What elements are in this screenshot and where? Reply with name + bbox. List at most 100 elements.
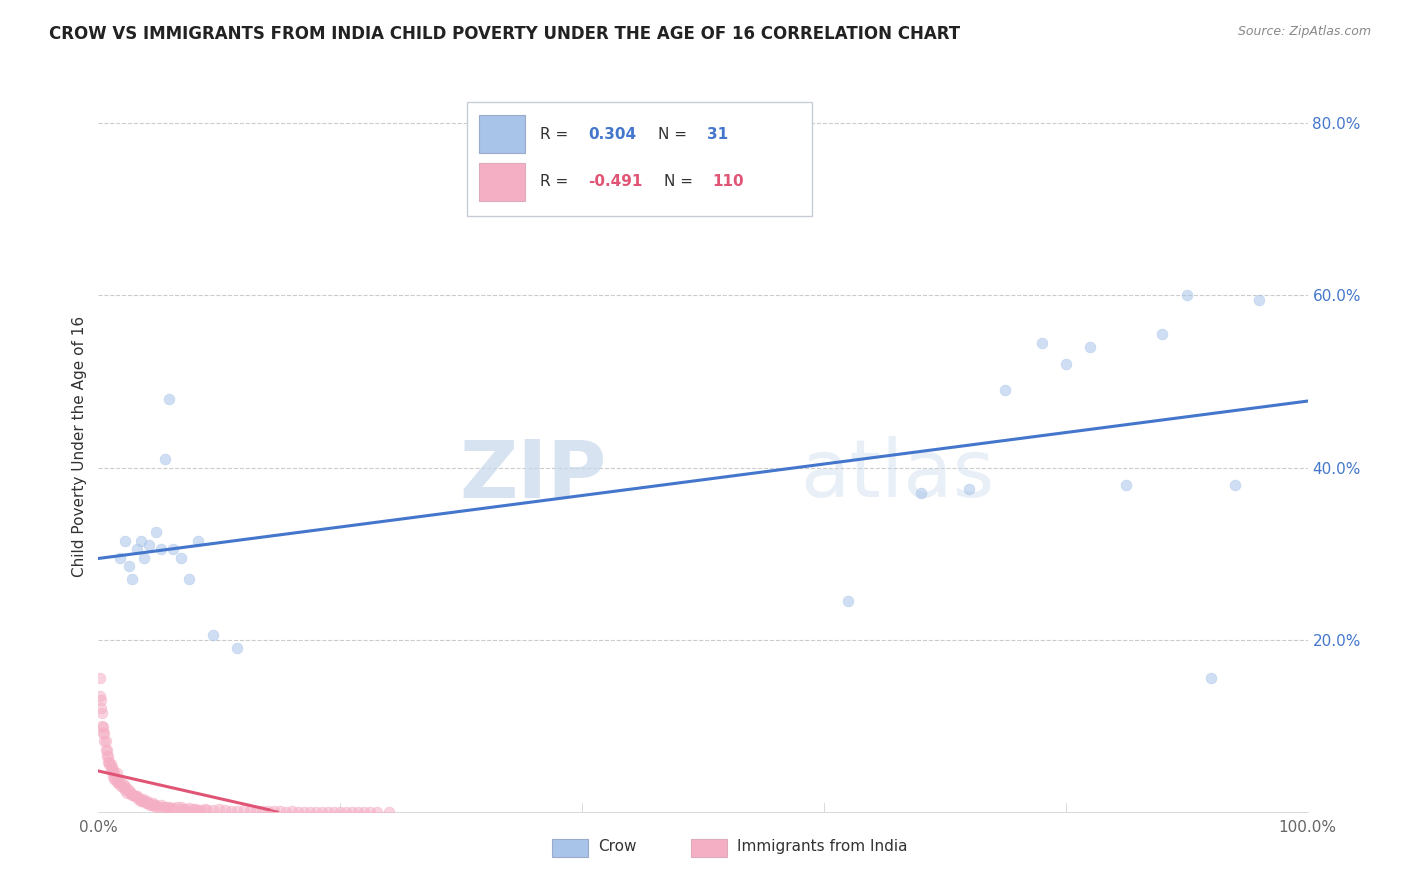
Point bbox=[134, 550, 156, 565]
Point bbox=[377, 805, 399, 819]
Point bbox=[100, 760, 122, 774]
Text: 110: 110 bbox=[713, 175, 744, 189]
Point bbox=[194, 802, 217, 816]
Point bbox=[97, 755, 120, 769]
Point bbox=[136, 796, 159, 810]
Point bbox=[96, 748, 118, 763]
FancyBboxPatch shape bbox=[479, 115, 526, 153]
Text: N =: N = bbox=[658, 127, 692, 142]
Point bbox=[335, 805, 357, 819]
Text: N =: N = bbox=[664, 175, 699, 189]
Point bbox=[152, 799, 174, 814]
Point bbox=[1031, 335, 1053, 350]
Point bbox=[105, 766, 128, 780]
Point bbox=[132, 792, 155, 806]
Point bbox=[1223, 477, 1246, 491]
Point bbox=[134, 794, 156, 808]
Point bbox=[202, 628, 225, 642]
Point bbox=[208, 802, 231, 816]
Point bbox=[91, 706, 114, 720]
Point bbox=[311, 805, 333, 819]
Point bbox=[112, 780, 135, 795]
Point bbox=[90, 693, 112, 707]
Point bbox=[250, 804, 273, 818]
Point bbox=[127, 792, 149, 806]
Point bbox=[162, 801, 184, 815]
Point bbox=[184, 802, 207, 816]
Point bbox=[91, 720, 114, 734]
Point bbox=[190, 803, 212, 817]
Point bbox=[316, 805, 339, 819]
Point bbox=[195, 803, 218, 817]
Text: 31: 31 bbox=[707, 127, 728, 142]
Point bbox=[187, 803, 209, 817]
Point bbox=[1249, 293, 1271, 307]
Point bbox=[187, 533, 209, 548]
Point bbox=[145, 524, 167, 539]
Point bbox=[89, 671, 111, 685]
FancyBboxPatch shape bbox=[690, 838, 727, 857]
Point bbox=[281, 804, 304, 818]
Point bbox=[1115, 477, 1137, 491]
Point bbox=[245, 804, 267, 818]
Point bbox=[181, 802, 204, 816]
Point bbox=[323, 805, 346, 819]
Point bbox=[105, 774, 128, 789]
Point bbox=[111, 777, 134, 791]
Point bbox=[104, 772, 127, 786]
Point bbox=[101, 764, 124, 778]
Point bbox=[103, 766, 125, 780]
Point bbox=[150, 797, 173, 812]
Point bbox=[139, 797, 162, 812]
Point bbox=[122, 788, 145, 802]
Point bbox=[127, 789, 149, 804]
Point bbox=[155, 800, 177, 814]
Point bbox=[94, 734, 117, 748]
Point bbox=[100, 757, 122, 772]
Point bbox=[89, 689, 111, 703]
Point bbox=[125, 789, 148, 804]
Point bbox=[141, 797, 163, 812]
Point bbox=[118, 559, 141, 574]
Point bbox=[91, 725, 114, 739]
Point bbox=[157, 392, 180, 406]
Point bbox=[117, 786, 139, 800]
Point bbox=[90, 701, 112, 715]
Point bbox=[169, 550, 191, 565]
Point bbox=[342, 805, 364, 819]
Point bbox=[108, 774, 131, 789]
Point bbox=[274, 805, 297, 819]
Point bbox=[226, 804, 249, 818]
Point bbox=[1199, 671, 1222, 685]
Text: R =: R = bbox=[540, 127, 572, 142]
Point bbox=[172, 802, 194, 816]
Text: CROW VS IMMIGRANTS FROM INDIA CHILD POVERTY UNDER THE AGE OF 16 CORRELATION CHAR: CROW VS IMMIGRANTS FROM INDIA CHILD POVE… bbox=[49, 25, 960, 43]
Point bbox=[127, 542, 149, 557]
Point bbox=[360, 805, 382, 819]
Point bbox=[994, 383, 1017, 397]
Point bbox=[157, 800, 180, 814]
Point bbox=[148, 799, 170, 814]
Point bbox=[269, 804, 291, 818]
Point bbox=[108, 550, 131, 565]
Text: Crow: Crow bbox=[598, 839, 637, 855]
Text: ZIP: ZIP bbox=[458, 436, 606, 515]
Point bbox=[120, 786, 142, 800]
Point bbox=[162, 542, 184, 557]
Point bbox=[202, 803, 225, 817]
Point bbox=[232, 803, 254, 817]
Point bbox=[166, 800, 188, 814]
Point bbox=[179, 573, 201, 587]
Text: Source: ZipAtlas.com: Source: ZipAtlas.com bbox=[1237, 25, 1371, 38]
Point bbox=[98, 757, 121, 772]
Point bbox=[329, 805, 352, 819]
Point bbox=[131, 794, 153, 808]
Point bbox=[957, 482, 980, 496]
Point bbox=[100, 764, 122, 778]
Point bbox=[153, 451, 176, 466]
Point bbox=[1152, 327, 1174, 342]
Point bbox=[97, 748, 120, 763]
Point bbox=[129, 794, 152, 808]
Point bbox=[138, 796, 160, 810]
Point bbox=[93, 734, 115, 748]
